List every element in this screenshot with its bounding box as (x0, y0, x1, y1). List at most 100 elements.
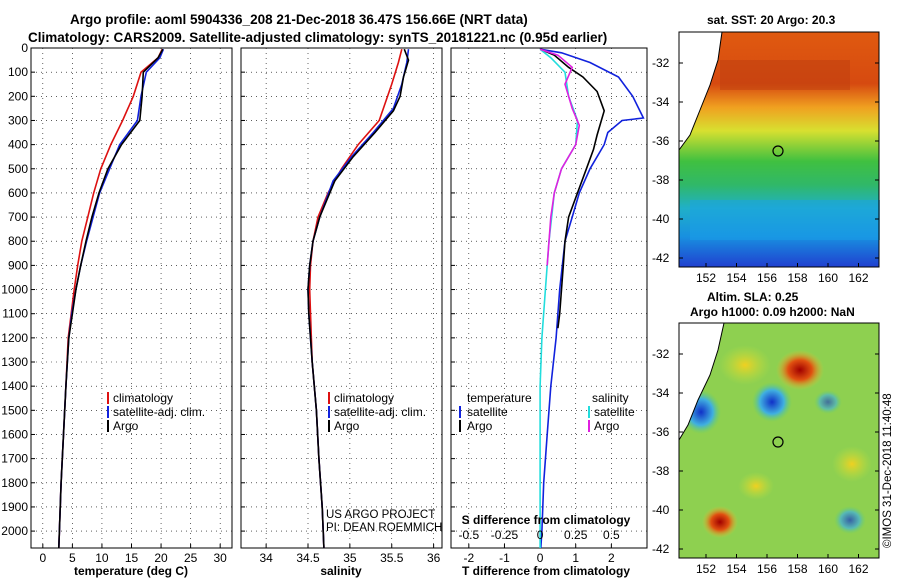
legend-climatology: climatology (334, 391, 394, 405)
y-tick-label: 1200 (1, 331, 28, 345)
sla-yellow-south (738, 472, 774, 500)
map-y-tick-label: -36 (652, 134, 670, 148)
sla-yellow-east (832, 446, 872, 482)
sla-low-east (814, 390, 842, 414)
series-line-s-argo (539, 48, 581, 266)
x2-tick-label: 0.5 (603, 528, 620, 542)
x2-tick-label: -0.25 (491, 528, 519, 542)
series-line-argo (307, 48, 410, 549)
header-line1: Argo profile: aoml 5904336_208 21-Dec-20… (70, 12, 528, 27)
difference-plot-frame (450, 47, 648, 549)
y-tick-label: 100 (8, 65, 28, 79)
x-tick-label: 36 (427, 551, 441, 565)
map-y-tick-label: -42 (652, 542, 670, 556)
map-x-tick-label: 158 (787, 562, 807, 576)
difference-legend: temperature satellite Argo salinity sate… (459, 391, 635, 433)
series-line-argo (58, 48, 164, 549)
map-y-tick-label: -34 (652, 95, 670, 109)
sla-low-eddy (752, 382, 792, 422)
x-tick-label: 35.5 (380, 551, 404, 565)
y-tick-label: 1500 (1, 403, 28, 417)
sst-coastline (678, 31, 723, 151)
map-x-tick-label: 160 (818, 562, 838, 576)
y-tick-label: 1800 (1, 476, 28, 490)
sst-map-frame (678, 31, 880, 268)
x-tick-label: 35 (343, 551, 357, 565)
x2-tick-label: 0.25 (564, 528, 588, 542)
series-line-s-satellite (539, 48, 579, 548)
watermark: ©IMOS 31-Dec-2018 11:40:48 (882, 393, 894, 548)
sla-land (679, 323, 724, 440)
map-y-tick-label: -38 (652, 464, 670, 478)
legend-satellite: satellite-adj. clim. (113, 405, 205, 419)
header-line2: Climatology: CARS2009. Satellite-adjuste… (28, 30, 607, 45)
map-y-tick-label: -38 (652, 173, 670, 187)
temperature-legend: climatology satellite-adj. clim. Argo (107, 391, 205, 433)
sst-map: sat. SST: 20 Argo: 20.3 152 154 156 158 160 1… (652, 13, 880, 285)
x-tick-label: 34.5 (296, 551, 320, 565)
map-x-tick-label: 152 (696, 271, 716, 285)
x-tick-label: 2 (608, 551, 615, 565)
x-tick-label: 5 (69, 551, 76, 565)
sst-map-title: sat. SST: 20 Argo: 20.3 (707, 13, 836, 27)
map-y-tick-label: -40 (652, 503, 670, 517)
y-tick-label: 0 (21, 41, 28, 55)
legend-argo: Argo (113, 419, 139, 433)
x-tick-label: 20 (154, 551, 168, 565)
map-x-tick-label: 152 (696, 562, 716, 576)
y-tick-label: 1000 (1, 283, 28, 297)
legend-t-satellite: satellite (467, 405, 508, 419)
x-tick-label: 1 (572, 551, 579, 565)
project-note-line1: US ARGO PROJECT (326, 509, 435, 521)
sst-cool-patch (690, 200, 880, 240)
map-x-tick-label: 154 (726, 562, 746, 576)
y-tick-label: 400 (8, 138, 28, 152)
sla-yellow-patch (719, 345, 771, 385)
sla-map-frame (678, 322, 880, 559)
legend-salinity-title: salinity (592, 391, 629, 405)
sla-high-eddy-south (702, 506, 738, 538)
x-tick-label: 10 (95, 551, 109, 565)
sla-map-title-line1: Altim. SLA: 0.25 (707, 290, 799, 304)
sla-high-eddy (776, 350, 824, 390)
s-difference-label: S difference from climatology (462, 513, 631, 527)
map-y-tick-label: -34 (652, 386, 670, 400)
salinity-xlabel: salinity (320, 564, 362, 578)
legend-temperature-title: temperature (467, 391, 532, 405)
legend-s-argo: Argo (594, 419, 620, 433)
sst-argo-location (772, 145, 784, 157)
x-tick-label: 0 (537, 551, 544, 565)
map-y-tick-label: -42 (652, 251, 670, 265)
sla-argo-location (772, 436, 784, 448)
legend-t-argo: Argo (467, 419, 493, 433)
y-tick-label: 300 (8, 113, 28, 127)
x-tick-label: 25 (184, 551, 198, 565)
sla-map-title-line2: Argo h1000: 0.09 h2000: NaN (690, 305, 855, 319)
x-tick-label: 15 (125, 551, 139, 565)
x2-tick-label: 0 (537, 528, 544, 542)
x-tick-label: -2 (463, 551, 474, 565)
y-tick-label: 1100 (2, 307, 28, 321)
salinity-legend: climatology satellite-adj. clim. Argo (328, 391, 426, 433)
y-tick-label: 200 (8, 89, 28, 103)
difference-plot: -2 -1 0 1 2 T difference from climatology S … (450, 47, 648, 578)
x-tick-label: 0 (39, 551, 46, 565)
y-tick-label: 1400 (1, 379, 28, 393)
map-y-tick-label: -40 (652, 212, 670, 226)
y-tick-label: 1700 (1, 452, 28, 466)
sst-land (679, 32, 722, 150)
salinity-plot: 34 34.5 35 35.5 36 salinity climatology sate… (240, 47, 443, 578)
legend-climatology: climatology (113, 391, 173, 405)
legend-s-satellite: satellite (594, 405, 635, 419)
y-tick-label: 1600 (1, 427, 28, 441)
y-tick-label: 900 (8, 258, 28, 272)
temperature-xlabel: temperature (deg C) (74, 564, 188, 578)
map-x-tick-label: 154 (726, 271, 746, 285)
t-difference-xlabel: T difference from climatology (462, 564, 630, 578)
map-x-tick-label: 156 (757, 271, 777, 285)
map-y-tick-label: -32 (652, 347, 670, 361)
x-tick-label: 30 (213, 551, 227, 565)
y-tick-label: 1900 (1, 500, 28, 514)
x-tick-label: 34 (259, 551, 273, 565)
